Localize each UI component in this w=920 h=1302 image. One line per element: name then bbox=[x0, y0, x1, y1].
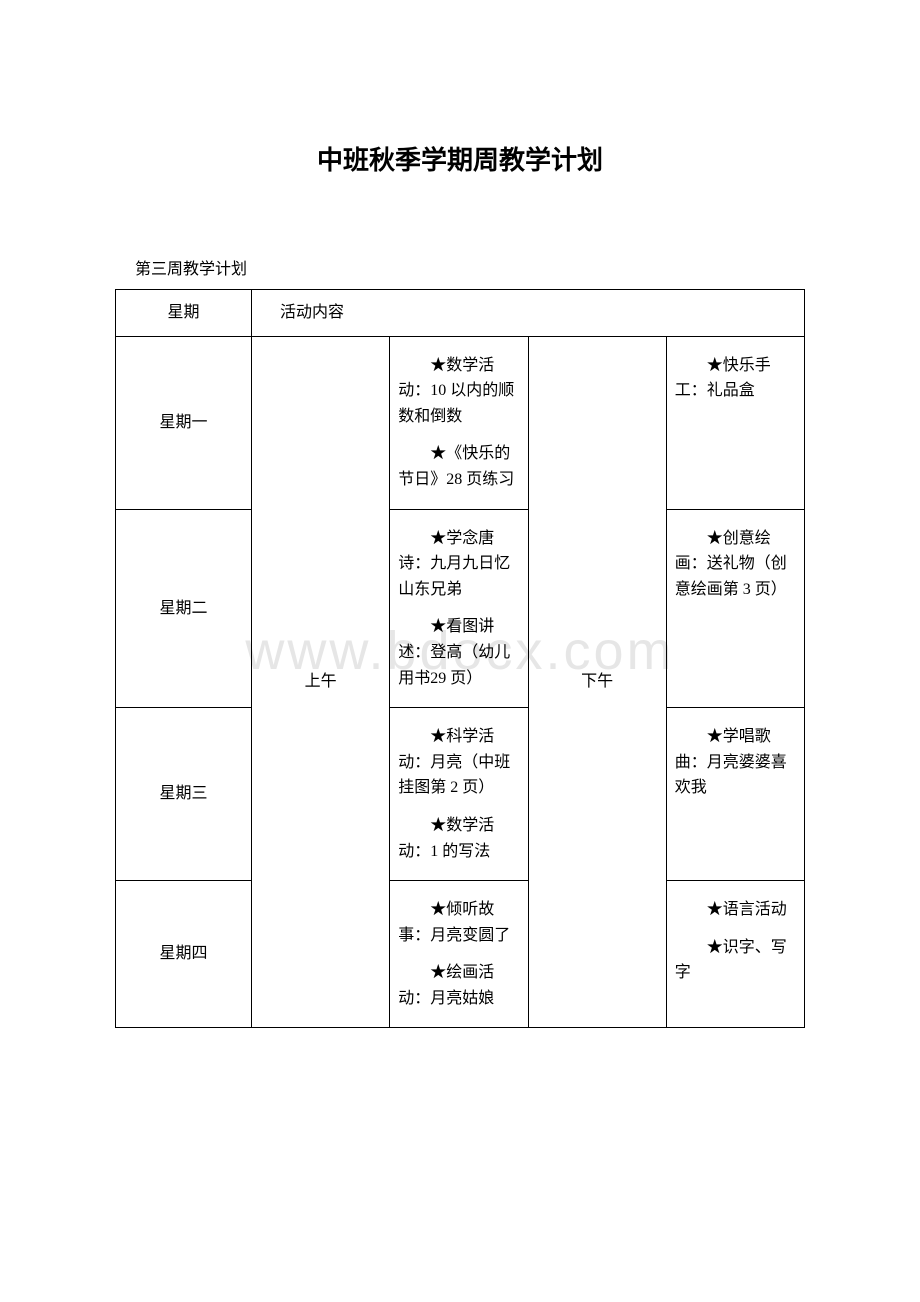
week-subtitle: 第三周教学计划 bbox=[135, 255, 805, 279]
morning-activities: ★数学活动：10 以内的顺数和倒数 ★《快乐的节日》28 页练习 bbox=[390, 336, 528, 509]
day-cell: 星期二 bbox=[116, 509, 252, 708]
table-row: 星期四 ★倾听故事：月亮变圆了 ★绘画活动：月亮姑娘 ★语言活动 ★识字、写字 bbox=[116, 881, 805, 1028]
morning-activities: ★科学活动：月亮（中班挂图第 2 页） ★数学活动：1 的写法 bbox=[390, 708, 528, 881]
day-cell: 星期四 bbox=[116, 881, 252, 1028]
table-header-row: 星期 活动内容 bbox=[116, 290, 805, 337]
activity-item: ★看图讲述：登高（幼儿用书29 页） bbox=[398, 614, 519, 691]
activity-item: ★数学活动：1 的写法 bbox=[398, 813, 519, 864]
morning-session-cell: 上午 bbox=[252, 336, 390, 1028]
activity-item: ★学念唐诗：九月九日忆山东兄弟 bbox=[398, 526, 519, 603]
activity-item: ★数学活动：10 以内的顺数和倒数 bbox=[398, 353, 519, 430]
header-activity-label: 活动内容 bbox=[252, 300, 804, 326]
document-content: 中班秋季学期周教学计划 第三周教学计划 星期 活动内容 星期一 上午 ★数学活动… bbox=[115, 140, 805, 1028]
schedule-table: 星期 活动内容 星期一 上午 ★数学活动：10 以内的顺数和倒数 ★《快乐的节日… bbox=[115, 289, 805, 1028]
day-cell: 星期三 bbox=[116, 708, 252, 881]
table-row: 星期三 ★科学活动：月亮（中班挂图第 2 页） ★数学活动：1 的写法 ★学唱歌… bbox=[116, 708, 805, 881]
header-activity: 活动内容 bbox=[252, 290, 805, 337]
activity-item: ★语言活动 bbox=[675, 897, 796, 923]
activity-item: ★科学活动：月亮（中班挂图第 2 页） bbox=[398, 724, 519, 801]
header-day: 星期 bbox=[116, 290, 252, 337]
table-row: 星期二 ★学念唐诗：九月九日忆山东兄弟 ★看图讲述：登高（幼儿用书29 页） ★… bbox=[116, 509, 805, 708]
table-row: 星期一 上午 ★数学活动：10 以内的顺数和倒数 ★《快乐的节日》28 页练习 … bbox=[116, 336, 805, 509]
activity-item: ★倾听故事：月亮变圆了 bbox=[398, 897, 519, 948]
afternoon-activities: ★语言活动 ★识字、写字 bbox=[666, 881, 804, 1028]
activity-item: ★识字、写字 bbox=[675, 935, 796, 986]
activity-item: ★学唱歌曲：月亮婆婆喜欢我 bbox=[675, 724, 796, 801]
activity-item: ★《快乐的节日》28 页练习 bbox=[398, 441, 519, 492]
afternoon-activities: ★快乐手工：礼品盒 bbox=[666, 336, 804, 509]
afternoon-activities: ★创意绘画：送礼物（创意绘画第 3 页） bbox=[666, 509, 804, 708]
activity-item: ★创意绘画：送礼物（创意绘画第 3 页） bbox=[675, 526, 796, 603]
morning-activities: ★倾听故事：月亮变圆了 ★绘画活动：月亮姑娘 bbox=[390, 881, 528, 1028]
morning-activities: ★学念唐诗：九月九日忆山东兄弟 ★看图讲述：登高（幼儿用书29 页） bbox=[390, 509, 528, 708]
activity-item: ★快乐手工：礼品盒 bbox=[675, 353, 796, 404]
afternoon-activities: ★学唱歌曲：月亮婆婆喜欢我 bbox=[666, 708, 804, 881]
activity-item: ★绘画活动：月亮姑娘 bbox=[398, 960, 519, 1011]
afternoon-session-cell: 下午 bbox=[528, 336, 666, 1028]
day-cell: 星期一 bbox=[116, 336, 252, 509]
document-title: 中班秋季学期周教学计划 bbox=[115, 140, 805, 177]
